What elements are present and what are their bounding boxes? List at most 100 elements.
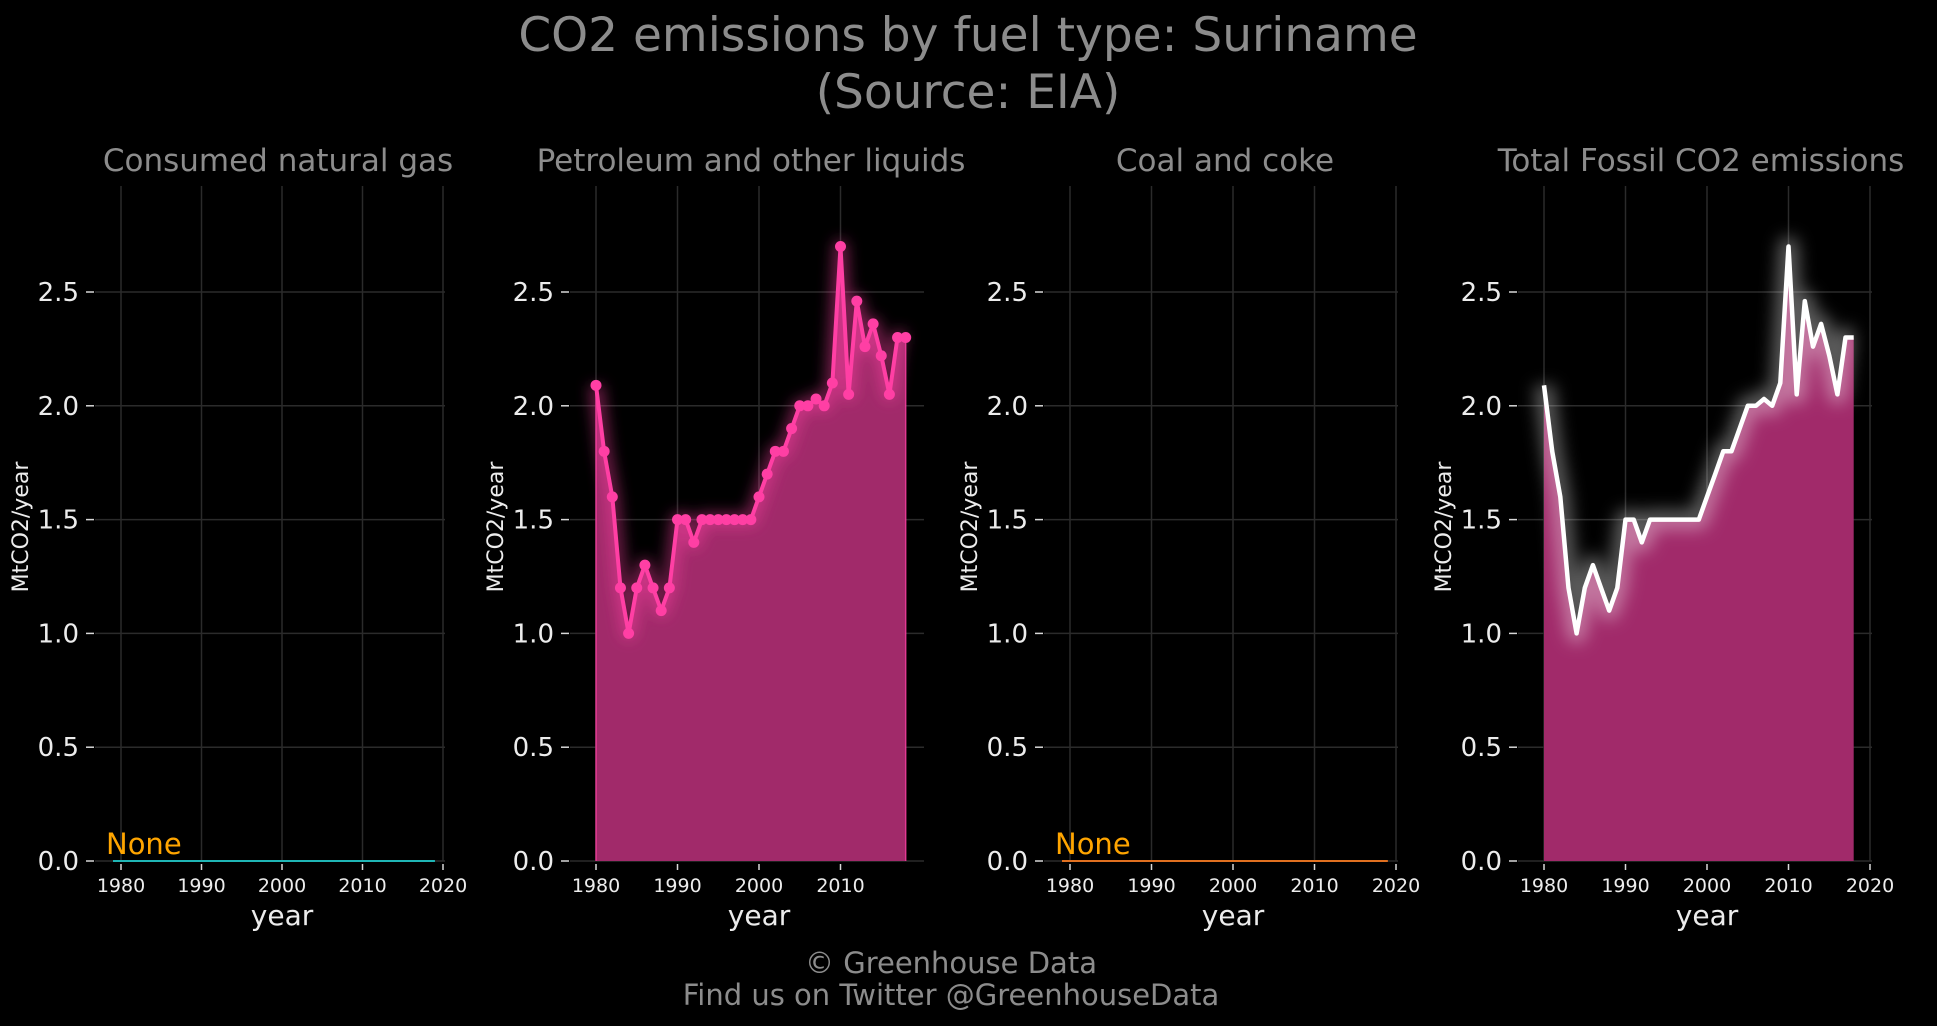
data-point (826, 377, 838, 389)
figure-subtitle: (Source: EIA) (816, 65, 1121, 120)
panel-1: Consumed natural gas 0.0 0.5 1.0 1.5 2.0 2.5 19… (9, 143, 467, 932)
data-point (647, 582, 659, 594)
y-axis-label: MtCO2/year (484, 461, 509, 593)
x-tick-label: 2010 (1764, 875, 1812, 897)
x-tick-label: 1980 (97, 875, 145, 897)
data-point (663, 582, 675, 594)
none-annotation: None (1055, 827, 1131, 861)
data-point (794, 400, 806, 412)
data-point (590, 379, 602, 391)
data-point (892, 332, 904, 344)
y-tick-label: 1.5 (1461, 506, 1502, 536)
y-tick-label: 0.0 (987, 847, 1028, 877)
x-axis-label: year (1676, 899, 1739, 932)
y-tick-label: 2.5 (1461, 278, 1502, 308)
y-tick-label: 0.5 (513, 733, 554, 763)
y-tick-label: 0.0 (513, 847, 554, 877)
footer-twitter: Find us on Twitter @GreenhouseData (683, 978, 1220, 1012)
none-annotation: None (106, 827, 182, 861)
y-axis-label: MtCO2/year (958, 461, 983, 593)
x-tick-label: 1990 (1127, 875, 1175, 897)
data-point (883, 388, 895, 400)
panel-title: Petroleum and other liquids (537, 143, 966, 179)
y-tick-label: 0.5 (987, 733, 1028, 763)
data-point (745, 514, 757, 526)
footer-copyright: © Greenhouse Data (805, 946, 1097, 980)
x-tick-label: 2000 (735, 875, 783, 897)
data-point (598, 445, 610, 457)
data-point (810, 393, 822, 405)
data-point (802, 400, 814, 412)
y-tick-label: 0.0 (1461, 847, 1502, 877)
data-point (655, 605, 667, 617)
x-tick-label: 2010 (816, 875, 864, 897)
data-point (639, 559, 651, 571)
data-point (786, 423, 798, 435)
y-tick-label: 1.0 (38, 619, 79, 649)
data-point (875, 350, 887, 362)
series-line (1541, 244, 1854, 636)
data-point (737, 514, 749, 526)
x-tick-label: 2020 (1372, 875, 1420, 897)
x-axis-label: year (251, 899, 314, 932)
panel-title: Total Fossil CO2 emissions (1497, 143, 1905, 179)
x-tick-label: 1990 (1601, 875, 1649, 897)
figure-title: CO2 emissions by fuel type: Suriname (518, 8, 1417, 63)
data-point (867, 318, 879, 330)
data-point (704, 514, 716, 526)
data-point (680, 514, 692, 526)
panel-title: Consumed natural gas (103, 143, 453, 179)
data-point (843, 388, 855, 400)
data-point (729, 514, 741, 526)
y-tick-label: 0.5 (38, 733, 79, 763)
data-point (606, 491, 618, 503)
y-tick-label: 2.0 (1461, 392, 1502, 422)
panel-3: Coal and coke 0.0 0.5 1.0 1.5 2.0 2.5 1980 1990 2… (958, 143, 1420, 932)
x-tick-label: 1980 (1520, 875, 1568, 897)
data-point (761, 468, 773, 480)
panel-2: Petroleum and other liquids 0.0 0.5 1.0 1.5 2… (484, 143, 965, 932)
y-tick-label: 1.5 (38, 506, 79, 536)
x-tick-label: 2020 (419, 875, 467, 897)
x-tick-label: 1990 (177, 875, 225, 897)
data-point (688, 536, 700, 548)
data-point (818, 400, 830, 412)
y-axis-label: MtCO2/year (9, 461, 34, 593)
panels: Consumed natural gas 0.0 0.5 1.0 1.5 2.0 2.5 19… (9, 143, 1904, 932)
data-point (859, 341, 871, 353)
data-point (835, 240, 846, 252)
x-tick-label: 1990 (653, 875, 701, 897)
x-tick-label: 2000 (1209, 875, 1257, 897)
y-tick-label: 1.0 (1461, 619, 1502, 649)
x-tick-label: 2020 (1846, 875, 1894, 897)
data-point (720, 514, 732, 526)
y-tick-label: 1.0 (987, 619, 1028, 649)
y-tick-label: 2.0 (987, 392, 1028, 422)
panel-title: Coal and coke (1116, 143, 1334, 179)
y-tick-label: 0.5 (1461, 733, 1502, 763)
data-point (851, 295, 863, 307)
panel-4: Total Fossil CO2 emissions 0.0 0.5 1.0 1.5 2.… (1432, 143, 1904, 932)
y-tick-label: 2.0 (38, 392, 79, 422)
y-tick-label: 1.5 (987, 506, 1028, 536)
x-tick-label: 2010 (1290, 875, 1338, 897)
x-tick-label: 2000 (1683, 875, 1731, 897)
y-tick-label: 1.0 (513, 619, 554, 649)
x-tick-label: 1980 (572, 875, 620, 897)
data-point (753, 491, 765, 503)
y-tick-label: 2.0 (513, 392, 554, 422)
data-point (672, 514, 683, 526)
data-point (623, 627, 635, 639)
data-point (900, 332, 912, 344)
data-point (614, 582, 626, 594)
y-tick-label: 1.5 (513, 506, 554, 536)
y-axis-label: MtCO2/year (1432, 461, 1457, 593)
y-tick-label: 2.5 (513, 278, 554, 308)
x-axis-label: year (728, 899, 791, 932)
data-point (777, 445, 789, 457)
data-point (712, 514, 724, 526)
data-point (696, 514, 708, 526)
y-tick-label: 2.5 (987, 278, 1028, 308)
y-tick-label: 2.5 (38, 278, 79, 308)
